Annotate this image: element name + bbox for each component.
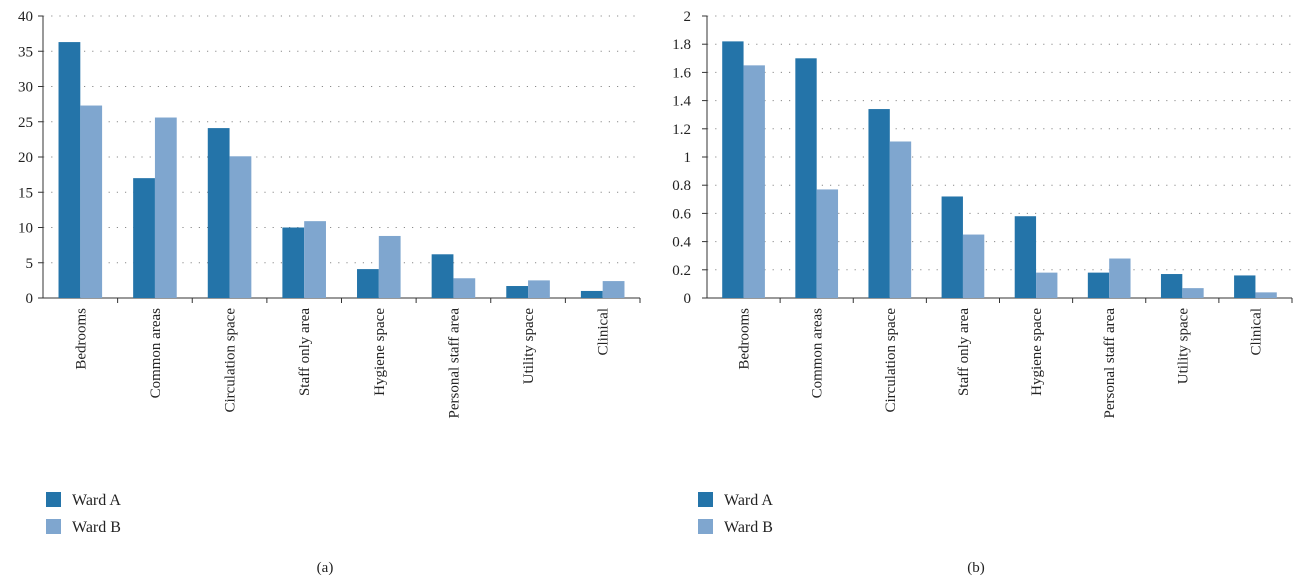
bar-ward-b — [528, 280, 550, 298]
bar-ward-a — [1087, 272, 1110, 298]
bar-ward-b — [1036, 272, 1058, 298]
category-label: Circulation space — [883, 308, 899, 413]
category-label: Common areas — [810, 308, 826, 399]
y-tick-label: 0.6 — [672, 206, 691, 222]
y-tick-label: 0.8 — [672, 178, 691, 194]
y-tick-label: 1.6 — [672, 65, 691, 81]
y-tick-label: 40 — [18, 9, 33, 25]
legend-swatch-ward-a — [698, 492, 713, 507]
category-label: Staff only area — [956, 308, 972, 396]
y-tick-label: 1.4 — [672, 94, 691, 110]
category-label: Hygiene space — [372, 308, 388, 396]
category-label: Clinical — [1248, 308, 1264, 356]
bar-ward-a — [795, 58, 817, 298]
y-tick-label: 5 — [26, 256, 34, 272]
bar-ward-b — [154, 117, 177, 299]
legend-label: Ward A — [724, 492, 773, 509]
panel-label: (b) — [967, 560, 985, 576]
category-label: Personal staff area — [1102, 308, 1118, 419]
bar-ward-a — [431, 254, 454, 298]
bar-ward-b — [453, 278, 476, 298]
y-tick-label: 10 — [18, 221, 33, 237]
category-label: Utility space — [521, 308, 537, 385]
bar-ward-a — [868, 109, 890, 298]
legend-swatch-ward-b — [46, 519, 61, 534]
y-tick-label: 0 — [684, 291, 692, 307]
y-tick-label: 1.8 — [672, 37, 691, 53]
bar-ward-b — [962, 234, 985, 298]
legend-label: Ward B — [724, 519, 773, 536]
y-tick-label: 1 — [684, 150, 692, 166]
category-label: Personal staff area — [446, 308, 462, 419]
bar-ward-a — [1160, 274, 1183, 298]
category-label: Circulation space — [223, 308, 239, 413]
panel-label: (a) — [317, 560, 334, 576]
y-tick-label: 0.2 — [672, 263, 691, 279]
bar-ward-b — [743, 65, 765, 298]
legend-swatch-ward-a — [46, 492, 61, 507]
bar-ward-b — [80, 105, 103, 298]
bar-ward-b — [304, 221, 326, 298]
bar-ward-b — [229, 156, 252, 298]
y-tick-label: 0 — [26, 291, 34, 307]
chart-a: 0 5 10 15 20 25 30 35 40 Bedrooms Common areas Circ… — [18, 9, 641, 576]
category-label: Staff only area — [297, 308, 313, 396]
bar-ward-a — [722, 41, 744, 298]
bar-ward-b — [1182, 288, 1204, 298]
legend-label: Ward A — [72, 492, 121, 509]
category-label: Bedrooms — [737, 308, 753, 370]
category-label: Bedrooms — [73, 308, 89, 370]
bar-ward-a — [133, 178, 155, 298]
y-tick-label: 25 — [18, 115, 33, 131]
y-tick-label: 15 — [18, 185, 33, 201]
y-tick-label: 35 — [18, 44, 33, 60]
y-tick-label: 0.4 — [672, 235, 691, 251]
y-tick-label: 30 — [18, 80, 33, 96]
bar-ward-a — [941, 196, 963, 298]
y-tick-label: 20 — [18, 150, 33, 166]
bar-ward-b — [889, 141, 912, 298]
category-label: Clinical — [596, 308, 612, 356]
bar-ward-a — [357, 269, 379, 298]
y-tick-label: 2 — [684, 9, 692, 25]
bar-ward-a — [580, 290, 603, 298]
bar-ward-a — [1014, 216, 1037, 298]
bar-ward-b — [602, 281, 625, 298]
bar-ward-b — [816, 189, 839, 298]
bar-ward-a — [1234, 275, 1256, 298]
bar-ward-a — [282, 227, 305, 298]
y-tick-label: 1.2 — [672, 122, 691, 138]
bar-ward-a — [58, 42, 81, 299]
category-label: Common areas — [148, 308, 164, 399]
category-label: Hygiene space — [1029, 308, 1045, 396]
bar-ward-b — [1255, 292, 1277, 298]
category-label: Utility space — [1175, 308, 1191, 385]
bar-ward-a — [207, 128, 230, 298]
legend-label: Ward B — [72, 519, 121, 536]
bar-ward-b — [378, 235, 401, 298]
legend-swatch-ward-b — [698, 519, 713, 534]
bar-ward-b — [1109, 258, 1131, 298]
bar-ward-a — [506, 286, 529, 298]
chart-b: 0 0.2 0.4 0.6 0.8 1 1.2 1.4 1.6 1.8 2 Bedrooms Commo… — [672, 9, 1293, 576]
